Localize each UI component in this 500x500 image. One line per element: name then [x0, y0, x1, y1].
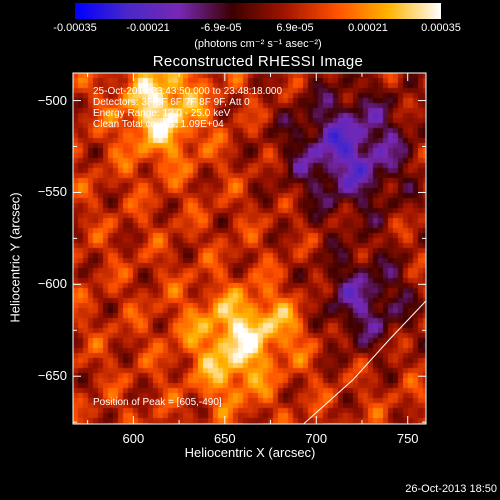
detectors-annotation: Detectors: 3F 5F 6F 7F 8F 9F, Att 0 — [93, 97, 250, 108]
colorbar-tick: 0.00021 — [348, 22, 388, 34]
x-tick-label: 700 — [305, 431, 328, 446]
y-tick-label: −550 — [37, 184, 67, 200]
y-tick-label: −600 — [37, 276, 67, 292]
colorbar-units: (photons cm⁻² s⁻¹ asec⁻²) — [194, 38, 322, 50]
colorbar-tick: -0.00021 — [126, 22, 170, 34]
timestamp: 26-Oct-2013 18:50 — [405, 483, 497, 495]
clean-counts-annotation: Clean Total counts: 1.09E+04 — [93, 119, 224, 130]
colorbar — [75, 3, 441, 19]
time-range-annotation: 25-Oct-2013 23:43:50.000 to 23:48:18.000 — [93, 86, 283, 97]
plot-border — [72, 72, 427, 425]
y-tick-label: −500 — [37, 92, 67, 108]
tick-marks — [73, 73, 426, 424]
colorbar-tick: -6.9e-05 — [200, 22, 242, 34]
x-tick-label: 650 — [213, 431, 236, 446]
energy-range-annotation: Energy Range: 12.0 - 25.0 keV — [93, 108, 231, 119]
peak-position-annotation: Position of Peak = [605,-490] — [93, 397, 222, 408]
y-axis-label: Heliocentric Y (arcsec) — [7, 192, 23, 323]
chart-title: Reconstructed RHESSI Image — [152, 53, 364, 70]
x-tick-label: 750 — [396, 431, 419, 446]
solar-limb-curve — [303, 300, 426, 424]
colorbar-tick: 0.00035 — [421, 22, 461, 34]
plot-overlay — [303, 300, 426, 424]
colorbar-tick: -0.00035 — [53, 22, 97, 34]
plot-area: 25-Oct-2013 23:43:50.000 to 23:48:18.000… — [73, 73, 426, 424]
x-tick-label: 600 — [122, 431, 145, 446]
x-axis-label: Heliocentric X (arcsec) — [184, 445, 316, 460]
heatmap — [73, 73, 426, 424]
colorbar-tick: 6.9e-05 — [276, 22, 314, 34]
y-tick-label: −650 — [37, 368, 67, 384]
